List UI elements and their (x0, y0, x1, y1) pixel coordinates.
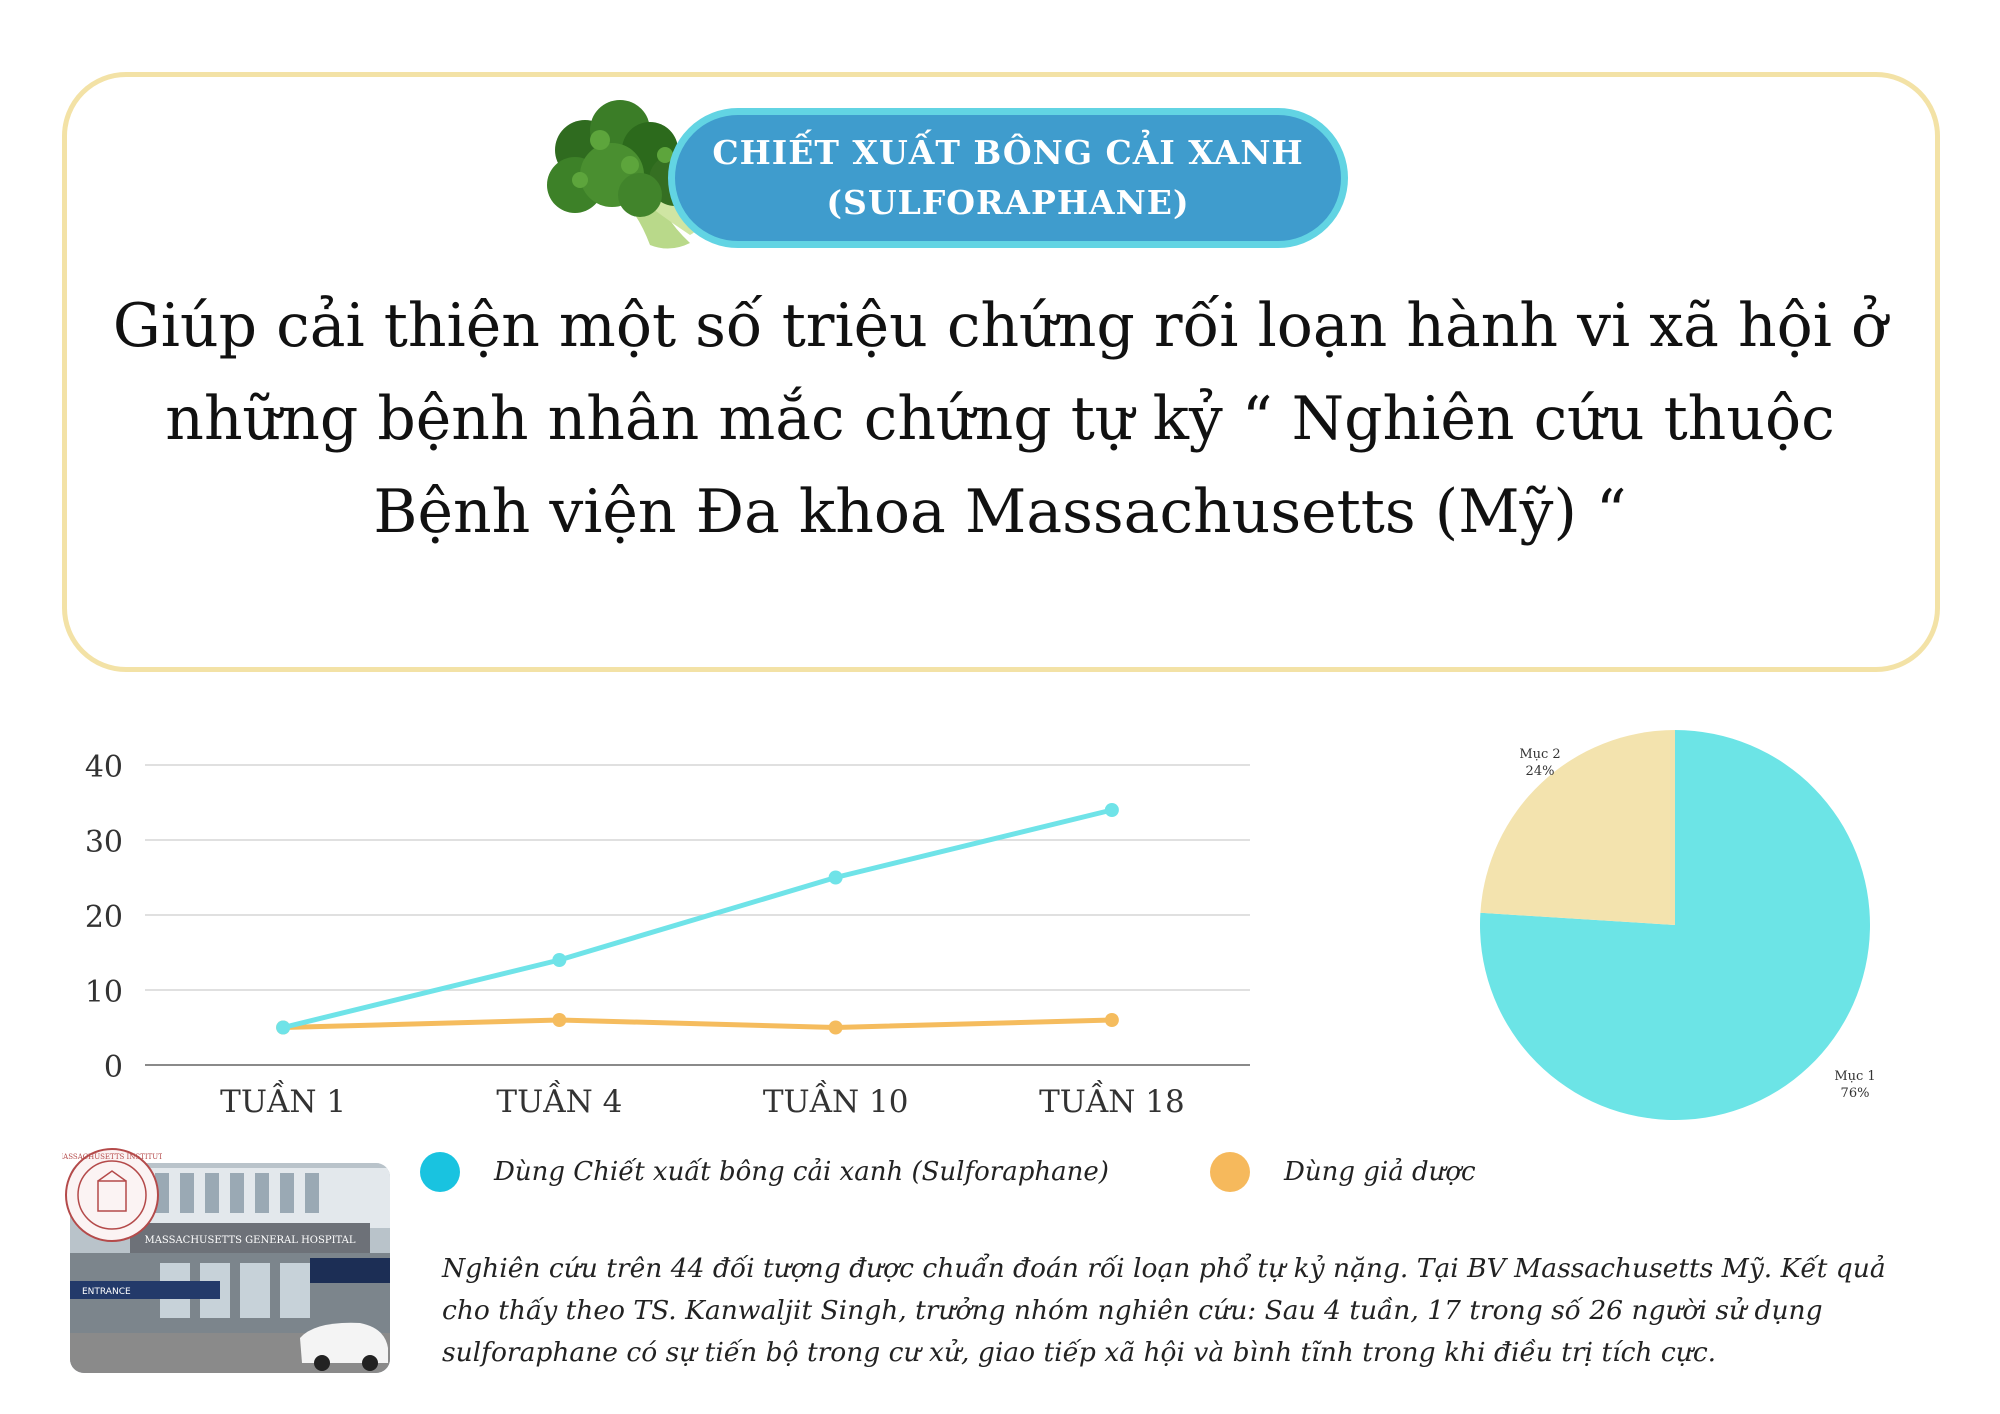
pie-value-label: 24% (1526, 764, 1555, 779)
hospital-photo-group: MASSACHUSETTS GENERAL HOSPITAL ENTRANCE … (62, 1145, 390, 1375)
badge-line-2: (SULFORAPHANE) (826, 183, 1190, 222)
seal-text: MASSACHUSETTS INSTITUTE (62, 1153, 162, 1161)
data-point (276, 1020, 291, 1035)
headline-line-3: Bệnh viện Đa khoa Massachusetts (Mỹ) “ (373, 477, 1627, 547)
data-point (828, 870, 843, 885)
x-tick-label: TUẦN 1 (220, 1079, 346, 1120)
line-chart: 0 10 20 30 40 TUẦN 1 TUẦN 4 TUẦN 10 TUẦN 18 (85, 750, 1250, 1120)
x-tick-label: TUẦN 10 (763, 1079, 909, 1120)
y-tick-label: 40 (85, 750, 123, 785)
y-tick-label: 10 (85, 975, 123, 1010)
series-line-1 (283, 1017, 1112, 1030)
legend-item-sulforaphane: Dùng Chiết xuất bông cải xanh (Sulforaph… (420, 1152, 1109, 1192)
legend-label-sulforaphane: Dùng Chiết xuất bông cải xanh (Sulforaph… (494, 1157, 1109, 1187)
legend-item-placebo: Dùng giả dược (1210, 1152, 1476, 1192)
entrance-sign: ENTRANCE (82, 1287, 131, 1297)
pie-slice-2 (1480, 730, 1675, 925)
badge-line-1: CHIẾT XUẤT BÔNG CẢI XANH (712, 133, 1304, 172)
data-point (552, 953, 567, 967)
x-tick-label: TUẦN 4 (496, 1079, 622, 1120)
broccoli-icon (547, 100, 701, 249)
y-tick-label: 0 (104, 1050, 123, 1085)
title-badge: CHIẾT XUẤT BÔNG CẢI XANH (SULFORAPHANE) (668, 108, 1348, 248)
pie-label: Mục 1 (1834, 1069, 1875, 1084)
data-point (552, 1013, 567, 1027)
headline: Giúp cải thiện một số triệu chứng rối lo… (80, 280, 1920, 559)
series-line-0 (282, 807, 1113, 1030)
pie-value-label: 76% (1841, 1086, 1870, 1101)
pie-label: Mục 2 (1519, 747, 1560, 762)
pie-chart: Mục 1 76% Mục 2 24% (1480, 730, 1876, 1120)
data-point (1104, 803, 1119, 817)
legend-dot-sulforaphane (420, 1152, 460, 1192)
hospital-sign: MASSACHUSETTS GENERAL HOSPITAL (144, 1235, 355, 1246)
research-note: Nghiên cứu trên 44 đối tượng được chuẩn … (442, 1253, 1886, 1368)
legend-dot-placebo (1210, 1152, 1250, 1192)
data-point (1104, 1013, 1119, 1027)
y-tick-label: 30 (85, 825, 123, 860)
x-tick-label: TUẦN 18 (1039, 1079, 1185, 1120)
y-tick-label: 20 (85, 900, 123, 935)
legend-label-placebo: Dùng giả dược (1284, 1157, 1476, 1187)
headline-line-1: Giúp cải thiện một số triệu chứng rối lo… (112, 291, 1888, 361)
university-seal-icon: MASSACHUSETTS INSTITUTE (62, 1148, 162, 1242)
data-point (828, 1020, 843, 1035)
headline-line-2: những bệnh nhân mắc chứng tự kỷ “ Nghiên… (165, 384, 1835, 454)
